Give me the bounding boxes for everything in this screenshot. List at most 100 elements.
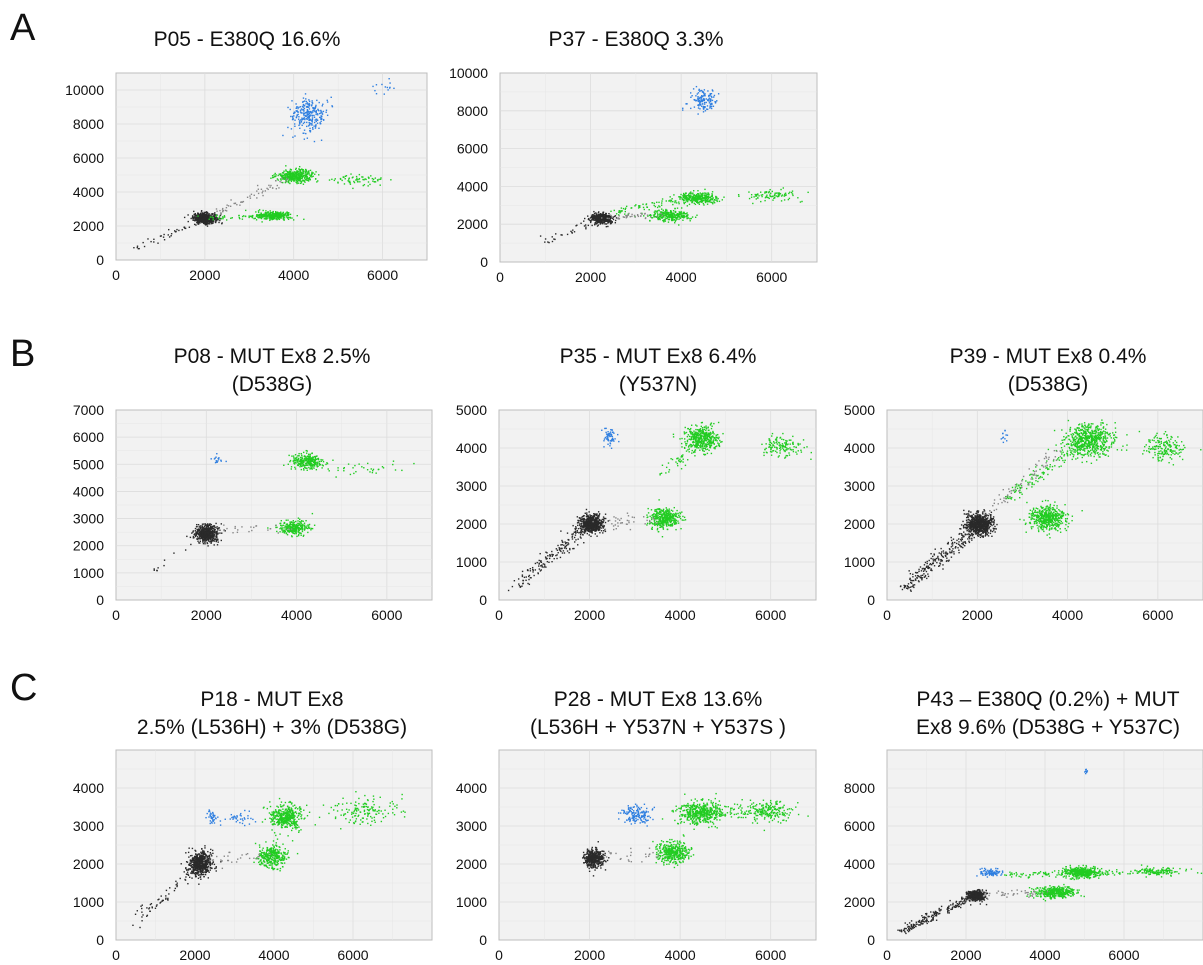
scatter-point [753, 196, 755, 198]
y-tick-label: 6000 [73, 150, 104, 166]
scatter-point [217, 539, 219, 541]
scatter-point [775, 195, 777, 197]
scatter-point [597, 217, 600, 219]
scatter-point [679, 196, 681, 199]
scatter-point [667, 221, 670, 223]
scatter-point [297, 461, 299, 464]
scatter-point [659, 213, 661, 215]
scatter-point [688, 203, 691, 206]
scatter-point [294, 175, 296, 177]
scatter-point [253, 526, 255, 529]
scatter-point [283, 464, 285, 466]
scatter-point [273, 174, 275, 176]
scatter-point [173, 230, 176, 232]
scatter-point [603, 216, 606, 218]
scatter-point [697, 199, 699, 201]
scatter-point [285, 519, 287, 521]
scatter-point [555, 233, 557, 235]
scatter-point [697, 98, 699, 101]
scatter-point [291, 100, 293, 102]
scatter-point [298, 452, 300, 455]
scatter-point [591, 531, 593, 533]
scatter-point [295, 528, 297, 530]
scatter-point [277, 174, 279, 177]
scatter-point [319, 112, 321, 115]
scatter-point [193, 210, 195, 213]
scatter-point [764, 199, 766, 202]
scatter-point [590, 518, 593, 520]
scatter-point [153, 241, 155, 243]
scatter-point [220, 459, 222, 461]
scatter-point [601, 214, 603, 217]
scatter-point [205, 213, 208, 215]
scatter-point [302, 176, 304, 178]
scatter-point [691, 95, 693, 97]
scatter-point [300, 112, 302, 114]
scatter-point [363, 179, 365, 181]
scatter-point [316, 466, 319, 468]
y-tick-label: 10000 [65, 82, 104, 98]
scatter-point [698, 104, 700, 106]
scatter-point [676, 217, 678, 219]
scatter-point [302, 534, 305, 537]
scatter-point [309, 127, 311, 130]
scatter-point [589, 519, 591, 522]
scatter-point [545, 557, 547, 559]
scatter-point [257, 211, 260, 214]
scatter-point [583, 531, 585, 534]
scatter-point [295, 531, 297, 534]
scatter-point [681, 215, 683, 218]
scatter-point [269, 186, 271, 188]
scatter-point [765, 191, 768, 194]
scatter-point [388, 77, 390, 80]
scatter-point [212, 217, 214, 219]
scatter-point [597, 214, 600, 216]
scatter-point [213, 534, 215, 536]
scatter-point [296, 106, 299, 108]
scatter-point [192, 530, 195, 532]
scatter-point [218, 221, 220, 224]
scatter-point [223, 215, 226, 217]
scatter-point [791, 191, 793, 194]
scatter-point [706, 108, 709, 110]
scatter-point [689, 199, 692, 202]
scatter-point [194, 535, 197, 538]
scatter-point [584, 525, 587, 528]
scatter-point [594, 217, 596, 219]
scatter-point [232, 532, 234, 534]
scatter-point [216, 530, 218, 533]
scatter-point [279, 178, 282, 180]
scatter-point [590, 216, 593, 219]
scatter-point [280, 527, 282, 529]
scatter-point [689, 220, 691, 222]
scatter-point [225, 206, 228, 209]
scatter-point [195, 534, 198, 536]
scatter-point [278, 212, 280, 214]
scatter-point [312, 175, 314, 177]
scatter-point [300, 121, 303, 123]
scatter-point [533, 574, 535, 577]
scatter-point [561, 539, 563, 542]
scatter-point [305, 467, 307, 469]
scatter-point [287, 530, 290, 532]
scatter-point [602, 532, 604, 534]
scatter-point [569, 547, 571, 550]
scatter-point [672, 215, 674, 217]
scatter-point [319, 463, 322, 466]
scatter-point [198, 214, 200, 216]
scatter-point [289, 525, 291, 528]
scatter-point [199, 525, 202, 527]
scatter-point [331, 105, 334, 108]
y-tick-label: 7000 [73, 402, 104, 418]
scatter-point [681, 214, 683, 217]
scatter-point [285, 215, 288, 217]
scatter-point [330, 96, 332, 98]
scatter-point [271, 218, 273, 221]
scatter-point [607, 225, 609, 228]
scatter-point [316, 113, 319, 115]
scatter-point [306, 172, 308, 175]
scatter-point [525, 576, 527, 578]
scatter-point [540, 565, 542, 567]
scatter-point [194, 214, 196, 217]
scatter-point [668, 216, 671, 219]
